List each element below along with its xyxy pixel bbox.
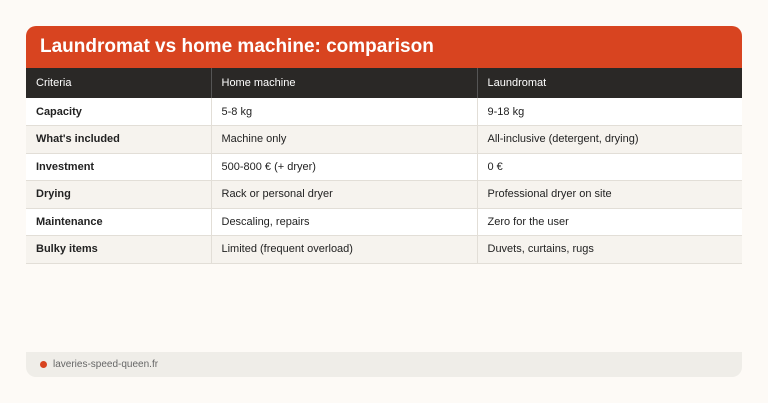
- table-cell: All-inclusive (detergent, drying): [477, 125, 742, 154]
- table-cell: Duvets, curtains, rugs: [477, 235, 742, 264]
- comparison-table: Criteria Home machine Laundromat Capacit…: [26, 68, 742, 264]
- table-cell: Capacity: [26, 98, 212, 126]
- table-cell: 5-8 kg: [211, 98, 478, 126]
- source-label: laveries-speed-queen.fr: [53, 359, 159, 370]
- table-cell: Rack or personal dryer: [211, 180, 478, 209]
- column-header: Home machine: [211, 68, 478, 98]
- table-cell: Machine only: [211, 125, 478, 154]
- table-cell: Limited (frequent overload): [211, 235, 478, 264]
- table-cell: 0 €: [477, 153, 742, 181]
- table-cell: Professional dryer on site: [477, 180, 742, 209]
- table-row: Drying Rack or personal dryer Professional…: [26, 180, 742, 209]
- dot-icon: [40, 361, 47, 368]
- table-row: Maintenance Descaling, repairs Zero for th…: [26, 208, 742, 236]
- column-header: Laundromat: [477, 68, 742, 98]
- table-row: Capacity 5-8 kg 9-18 kg: [26, 98, 742, 126]
- table-cell: Maintenance: [26, 208, 212, 236]
- table-row: Bulky items Limited (frequent overload) Du…: [26, 235, 742, 264]
- comparison-card: Laundromat vs home machine: comparison C…: [26, 26, 742, 377]
- table-cell: Zero for the user: [477, 208, 742, 236]
- table-cell: Bulky items: [26, 235, 212, 264]
- table-cell: Descaling, repairs: [211, 208, 478, 236]
- card-title: Laundromat vs home machine: comparison: [26, 26, 742, 68]
- footer: laveries-speed-queen.fr: [26, 352, 742, 377]
- column-header: Criteria: [26, 68, 212, 98]
- table-cell: Investment: [26, 153, 212, 181]
- table-row: Investment 500-800 € (+ dryer) 0 €: [26, 153, 742, 181]
- table-row: What's included Machine only All-inclusive…: [26, 125, 742, 154]
- table-cell: What's included: [26, 125, 212, 154]
- table-cell: Drying: [26, 180, 212, 209]
- table-cell: 500-800 € (+ dryer): [211, 153, 478, 181]
- table-cell: 9-18 kg: [477, 98, 742, 126]
